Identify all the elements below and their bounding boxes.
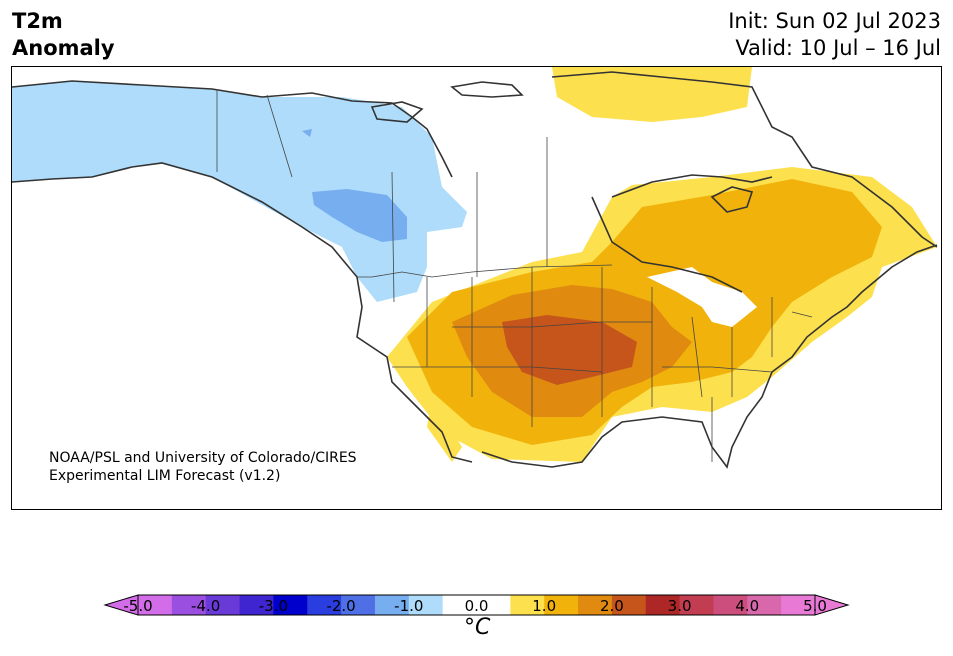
- colorbar-segment: [510, 595, 545, 615]
- colorbar-segment: [611, 595, 647, 615]
- colorbar-unit: °C: [464, 615, 491, 640]
- colorbar-tick-label: 5.0: [803, 597, 827, 615]
- colorbar-segment: [476, 595, 511, 615]
- colorbar-tick-label: 4.0: [735, 597, 760, 615]
- colorbar-segment: [578, 595, 613, 615]
- colorbar-segment: [544, 595, 579, 615]
- colorbar-tick-label: 3.0: [667, 597, 692, 615]
- colorbar-segment: [747, 595, 782, 615]
- colorbar-tick-label: -5.0: [123, 597, 153, 615]
- colorbar-tick-label: 2.0: [599, 597, 624, 615]
- colorbar-segment: [781, 595, 816, 615]
- attribution-line2: Experimental LIM Forecast (v1.2): [49, 468, 281, 484]
- great-lakes: [647, 267, 757, 327]
- colorbar-segment: [713, 595, 748, 615]
- colorbar-tick-label: -2.0: [326, 597, 356, 615]
- colorbar-segment: [273, 595, 308, 615]
- colorbar-segment: [341, 595, 376, 615]
- colorbar-tick-label: 0.0: [464, 597, 489, 615]
- colorbar-segment: [374, 595, 410, 615]
- colorbar-tick-label: -3.0: [258, 597, 289, 615]
- colorbar-segment: [679, 595, 714, 615]
- cool-anomaly-medium: [312, 189, 407, 242]
- map-title: T2m Anomaly: [12, 8, 115, 62]
- colorbar: [103, 594, 850, 616]
- political-borders: [216, 89, 813, 462]
- title-type: Anomaly: [12, 36, 115, 60]
- colorbar-segment: [171, 595, 207, 615]
- init-date: Init: Sun 02 Jul 2023: [728, 9, 941, 33]
- colorbar-tick-label: 1.0: [532, 597, 557, 615]
- map-canvas: [12, 67, 938, 469]
- forecast-info: Init: Sun 02 Jul 2023 Valid: 10 Jul – 16…: [728, 8, 941, 62]
- title-variable: T2m: [12, 9, 63, 33]
- colorbar-segment: [307, 595, 342, 615]
- colorbar-segment: [205, 595, 241, 615]
- colorbar-segment: [408, 595, 444, 615]
- colorbar-segment: [239, 595, 274, 615]
- attribution-line1: NOAA/PSL and University of Colorado/CIRE…: [49, 450, 357, 466]
- anomaly-map: [11, 66, 942, 510]
- valid-range: Valid: 10 Jul – 16 Jul: [735, 36, 941, 60]
- colorbar-segment: [645, 595, 681, 615]
- colorbar-segment: [442, 595, 477, 615]
- colorbar-tick-label: -4.0: [191, 597, 221, 615]
- colorbar-segment: [138, 595, 173, 615]
- attribution: NOAA/PSL and University of Colorado/CIRE…: [49, 449, 357, 485]
- colorbar-tick-label: -1.0: [394, 597, 424, 615]
- coastlines: [12, 71, 938, 469]
